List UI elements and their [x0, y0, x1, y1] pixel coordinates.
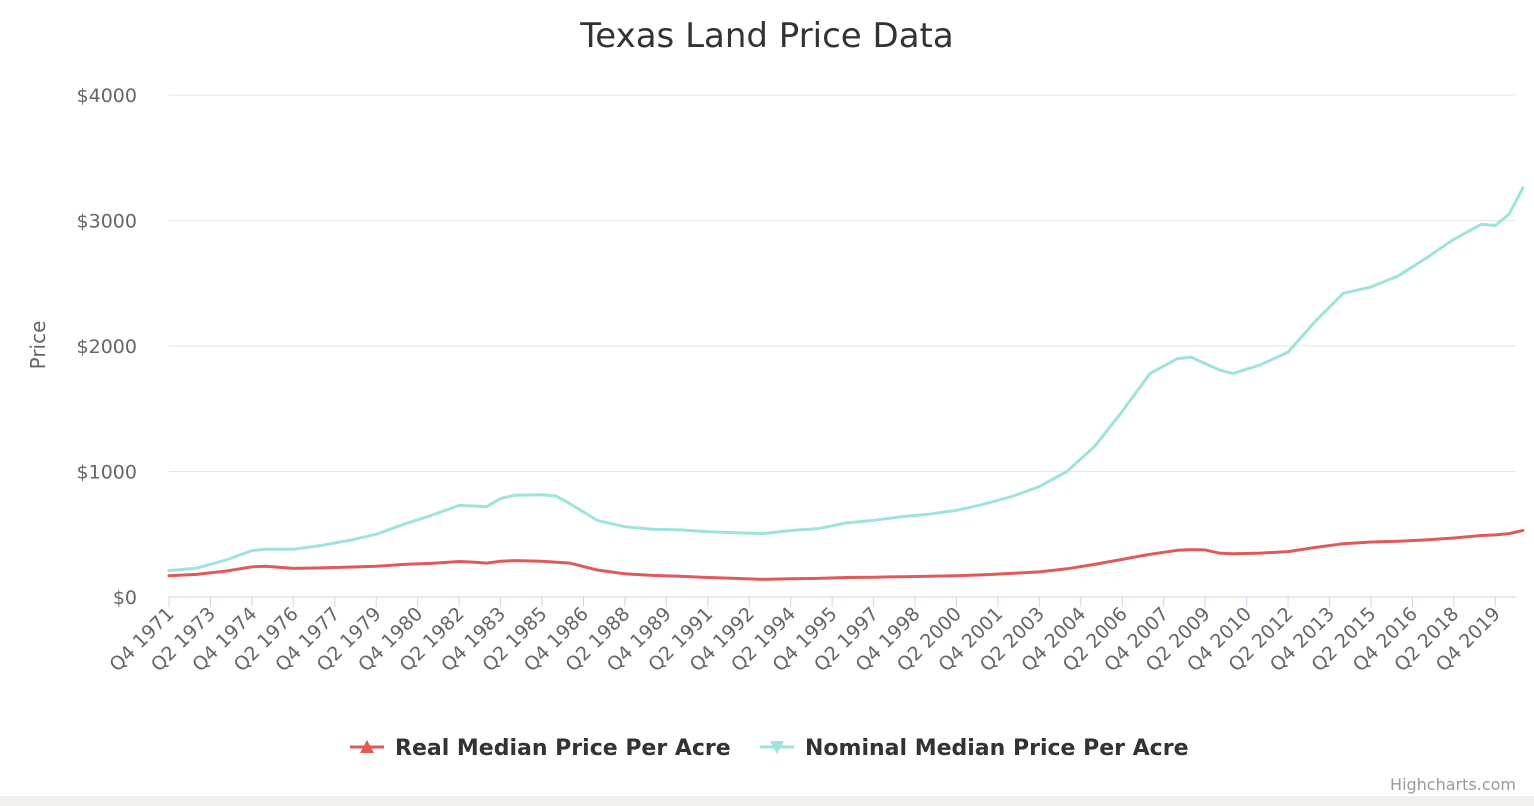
y-axis-title: Price	[26, 321, 50, 370]
y-tick-label: $1000	[77, 462, 137, 484]
y-tick-label: $2000	[77, 336, 137, 358]
chart-title: Texas Land Price Data	[579, 16, 953, 56]
legend-label: Nominal Median Price Per Acre	[805, 736, 1189, 761]
y-axis: $0 $1000 $2000 $3000 $4000	[77, 85, 137, 609]
series-lines	[167, 186, 1525, 581]
y-tick-label: $3000	[77, 211, 137, 233]
grid-lines	[169, 94, 1516, 598]
legend[interactable]: Real Median Price Per Acre Nominal Median…	[350, 736, 1189, 761]
legend-label: Real Median Price Per Acre	[395, 736, 731, 761]
y-tick-label: $4000	[77, 85, 137, 107]
series-line-nominal[interactable]	[167, 186, 1525, 573]
legend-item-nominal[interactable]: Nominal Median Price Per Acre	[760, 736, 1189, 761]
footer-strip	[0, 796, 1534, 806]
credits-link[interactable]: Highcharts.com	[1390, 775, 1516, 794]
triangle-up-icon	[360, 740, 374, 753]
series-line-real[interactable]	[167, 529, 1525, 581]
triangle-down-icon	[770, 741, 784, 754]
legend-item-real[interactable]: Real Median Price Per Acre	[350, 736, 731, 761]
y-tick-label: $0	[113, 587, 137, 609]
